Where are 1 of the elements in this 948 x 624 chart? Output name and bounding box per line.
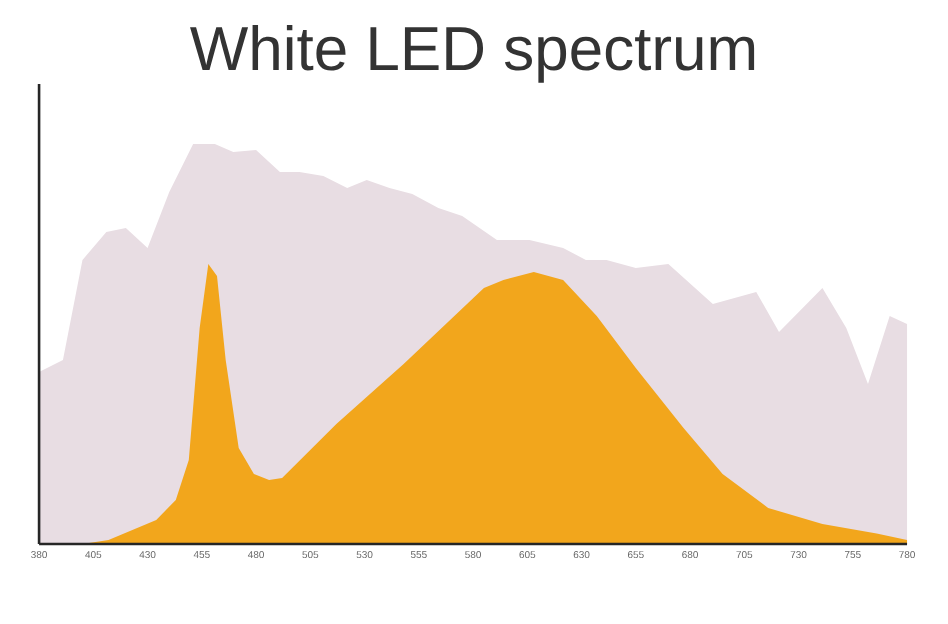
chart-title: White LED spectrum <box>190 25 755 83</box>
